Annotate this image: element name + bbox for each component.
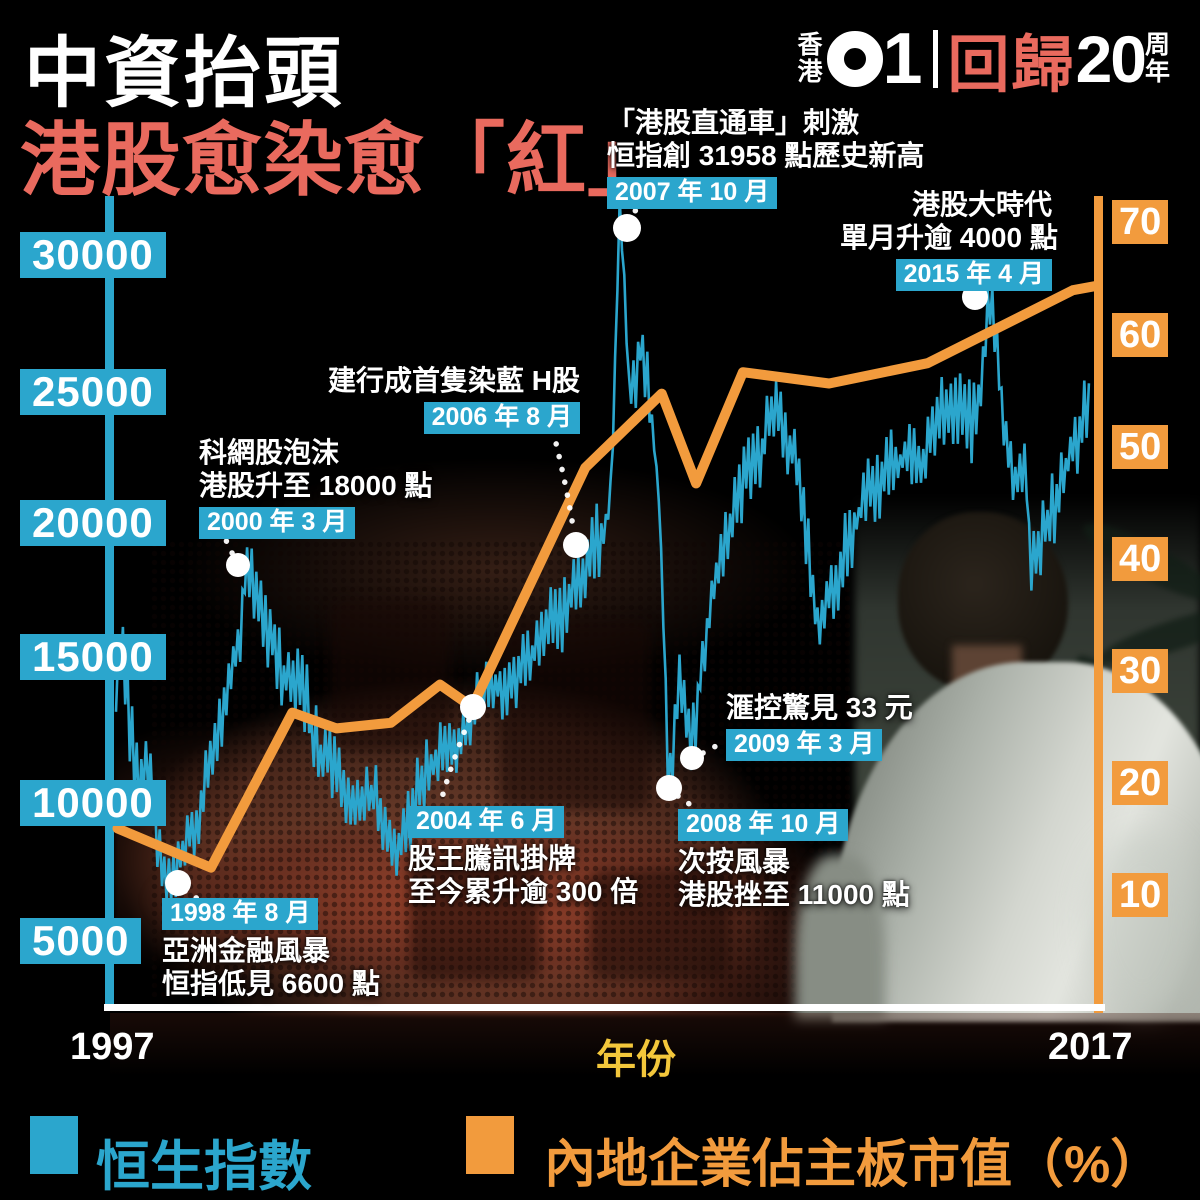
event-marker-2007 — [613, 214, 641, 242]
page-subtitle: 港股愈染愈「紅」 — [20, 118, 668, 206]
annotation-2000-line2: 港股升至 18000 點 — [199, 470, 433, 501]
event-marker-2006 — [563, 532, 589, 558]
left-axis-label-25000: 25000 — [20, 369, 166, 415]
right-axis-label-50: 50 — [1112, 425, 1169, 469]
legend-label-hsi: 恒生指數 — [96, 1137, 312, 1197]
logo-char-gong: 港 — [797, 58, 823, 86]
annotation-2008-date: 2008 年 10 月 — [678, 809, 849, 841]
right-axis-label-70: 70 — [1112, 200, 1169, 244]
annotation-1998-line1: 亞洲金融風暴 — [162, 935, 331, 966]
event-marker-1998 — [165, 870, 191, 896]
annotation-2009: 滙控驚見 33 元 2009 年 3 月 — [726, 691, 913, 761]
legend-swatch-mainland — [466, 1116, 514, 1174]
logo-handover-text: 回歸 — [947, 32, 1076, 100]
annotation-1998: 1998 年 8 月 亞洲金融風暴 恒指低見 6600 點 — [162, 898, 380, 1000]
annotation-2000-date: 2000 年 3 月 — [199, 507, 356, 539]
right-axis-label-10: 10 — [1112, 873, 1169, 917]
annotation-1998-date: 1998 年 8 月 — [162, 898, 319, 930]
annotation-2007-line2: 恒指創 31958 點歷史新高 — [607, 140, 925, 171]
legend-label-mainland: 內地企業佔主板市值（%） — [544, 1136, 1163, 1194]
left-axis-label-20000: 20000 — [20, 500, 166, 546]
page-title: 中資抬頭 — [24, 31, 344, 117]
annotation-2007: 「港股直通車」刺激 恒指創 31958 點歷史新高 2007 年 10 月 — [607, 106, 924, 209]
logo-20-number: 20 — [1075, 22, 1147, 96]
legend-swatch-hsi — [30, 1116, 78, 1174]
annotation-2004-line2: 至今累升逾 300 倍 — [408, 876, 639, 907]
annotation-2015: 港股大時代 單月升逾 4000 點 2015 年 4 月 — [840, 188, 1058, 291]
annotation-2007-date: 2007 年 10 月 — [607, 177, 778, 209]
annotation-2008-line2: 港股挫至 11000 點 — [678, 879, 910, 910]
logo-char-nian: 年 — [1144, 58, 1170, 86]
logo-char-zhou: 周 — [1144, 31, 1170, 59]
connector-2009 — [700, 741, 723, 756]
mainland-share-series-line — [112, 280, 1103, 873]
hk01-zero-icon — [826, 31, 883, 87]
annotation-2015-line2: 單月升逾 4000 點 — [840, 222, 1058, 253]
logo-hongkong-stack: 香 港 — [797, 32, 822, 86]
annotation-2004: 2004 年 6 月 股王騰訊掛牌 至今累升逾 300 倍 — [408, 806, 638, 908]
annotation-2000-line1: 科網股泡沫 — [199, 437, 340, 468]
annotation-2008: 2008 年 10 月 次按風暴 港股挫至 11000 點 — [678, 809, 910, 911]
event-marker-2009 — [680, 746, 704, 770]
hk01-handover-logo: 香 港 1 回歸 20 周 年 — [797, 14, 1170, 104]
annotation-2000: 科網股泡沫 港股升至 18000 點 2000 年 3 月 — [199, 436, 432, 539]
right-axis-label-20: 20 — [1112, 761, 1169, 805]
x-axis-line — [104, 1004, 1105, 1011]
left-axis-label-5000: 5000 — [20, 918, 142, 964]
annotation-2009-line1: 滙控驚見 33 元 — [726, 692, 913, 723]
right-axis-label-60: 60 — [1112, 313, 1169, 357]
annotation-2006-date: 2006 年 8 月 — [423, 402, 580, 434]
right-axis-label-30: 30 — [1112, 649, 1169, 693]
logo-divider — [932, 30, 938, 88]
left-y-axis-line — [105, 196, 114, 1008]
left-axis-label-15000: 15000 — [20, 634, 166, 680]
logo-anniversary-stack: 周 年 — [1145, 32, 1170, 86]
x-axis-end-year: 2017 — [1048, 1026, 1133, 1068]
annotation-2015-date: 2015 年 4 月 — [895, 259, 1052, 291]
hsi-series-line — [114, 197, 1091, 901]
annotation-2015-line1: 港股大時代 — [911, 189, 1052, 220]
annotation-2004-line1: 股王騰訊掛牌 — [408, 843, 577, 874]
left-axis-label-30000: 30000 — [20, 232, 166, 278]
x-axis-title: 年份 — [596, 1038, 676, 1082]
x-axis-start-year: 1997 — [70, 1026, 155, 1068]
annotation-2006: 建行成首隻染藍 H股 2006 年 8 月 — [320, 364, 580, 434]
event-marker-2004 — [460, 694, 486, 720]
hk01-one-digit: 1 — [882, 19, 923, 99]
right-axis-label-40: 40 — [1112, 537, 1169, 581]
right-y-axis-line — [1094, 196, 1103, 1013]
annotation-2004-date: 2004 年 6 月 — [408, 806, 565, 838]
event-marker-2000 — [226, 553, 250, 577]
annotation-1998-line2: 恒指低見 6600 點 — [162, 968, 380, 999]
annotation-2007-line1: 「港股直通車」刺激 — [607, 107, 860, 138]
left-axis-label-10000: 10000 — [20, 780, 166, 826]
event-marker-2008 — [656, 775, 682, 801]
logo-char-heung: 香 — [797, 31, 823, 59]
annotation-2008-line1: 次按風暴 — [678, 846, 791, 877]
connector-2008 — [675, 793, 699, 812]
annotation-2009-date: 2009 年 3 月 — [726, 729, 883, 761]
annotation-2006-line1: 建行成首隻染藍 H股 — [327, 365, 580, 396]
